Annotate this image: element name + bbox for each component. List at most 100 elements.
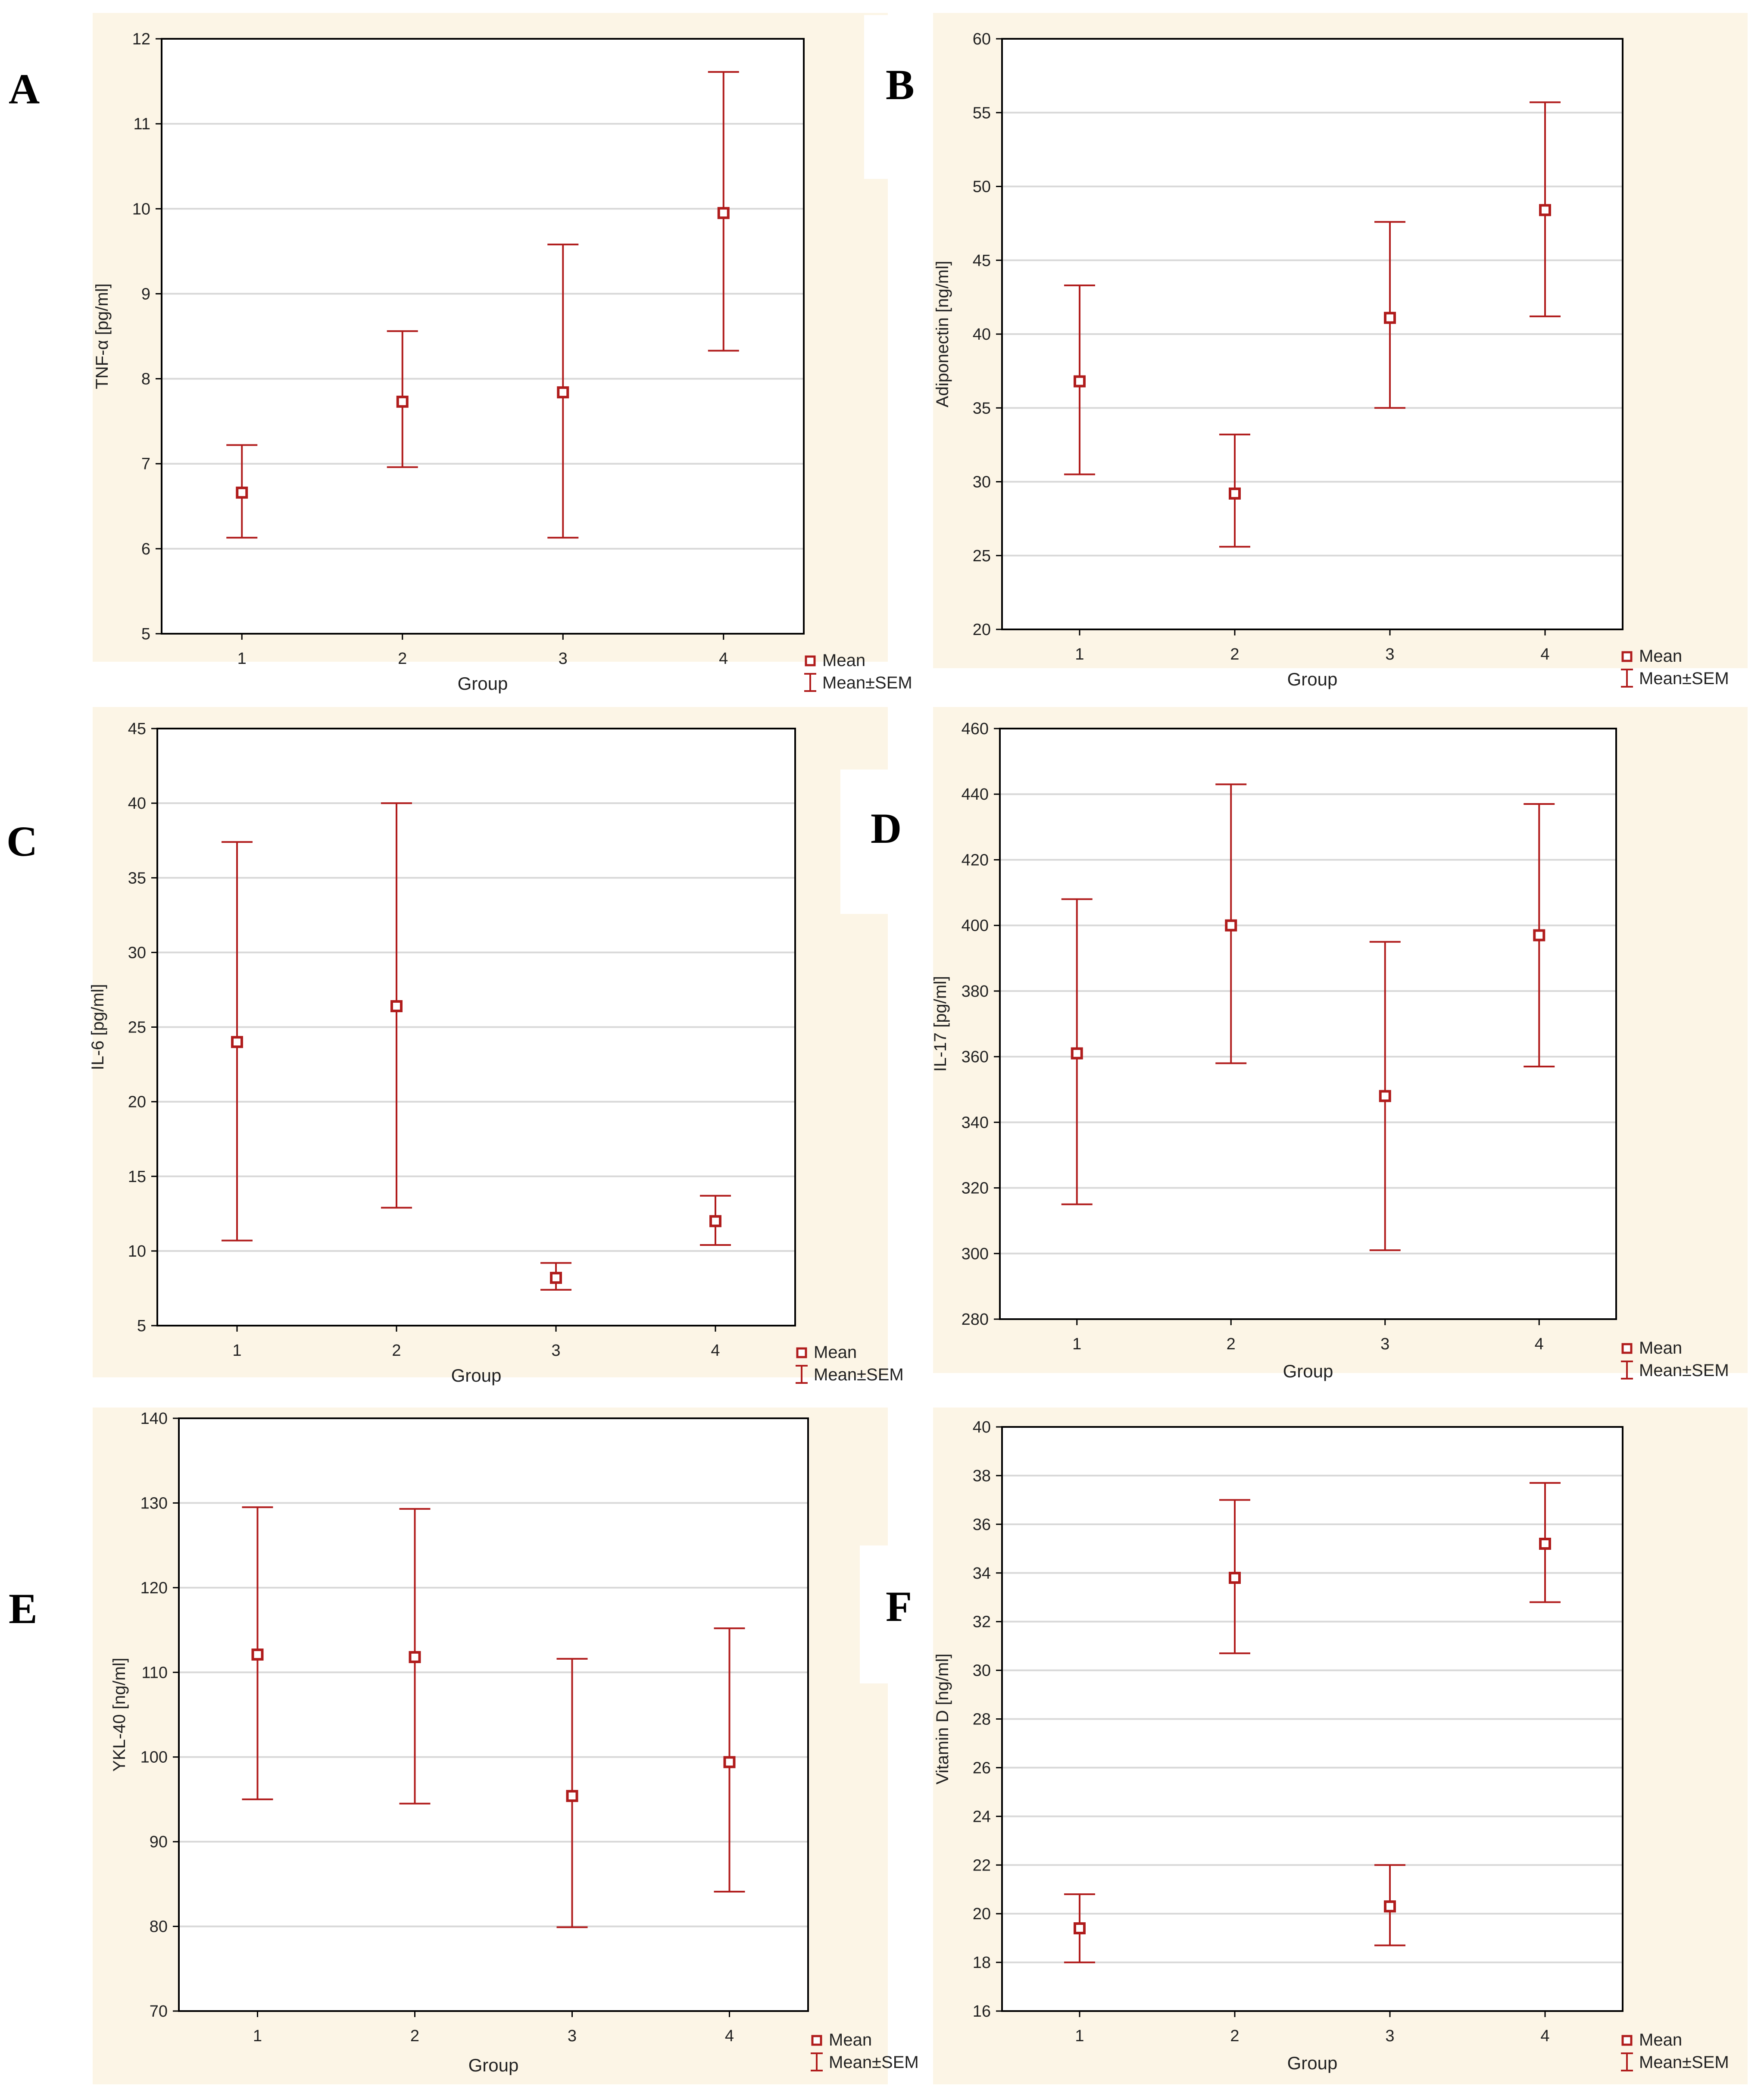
panel-e-mean-point [251, 1649, 264, 1661]
panel-e-y-tick-label: 120 [140, 1579, 168, 1597]
panel-b-x-tick-label: 2 [1230, 645, 1239, 663]
panel-b-y-tick-label: 30 [973, 473, 991, 491]
panel-b-x-tick-label: 1 [1075, 645, 1084, 663]
panel-c-mean-point [709, 1215, 721, 1227]
panel-d-legend-mean-label: Mean [1639, 1339, 1682, 1358]
panel-c-x-tick-label: 3 [551, 1342, 560, 1360]
panel-d-legend-sem-label: Mean±SEM [1639, 1361, 1729, 1380]
panel-d-y-tick-label: 280 [962, 1311, 989, 1329]
panel-a-mean-point [717, 207, 730, 219]
panel-f-letter-backing [860, 1545, 933, 1683]
panel-d-y-tick-label: 460 [962, 720, 989, 738]
panel-b-mean-point [1384, 312, 1396, 324]
panel-f-mean-point [1074, 1922, 1086, 1935]
panel-b-plot-frame [1001, 38, 1624, 630]
panel-f-y-tick-label: 36 [973, 1516, 991, 1534]
panel-b-x-axis-title: Group [1287, 669, 1338, 689]
panel-d-x-tick-label: 3 [1380, 1335, 1389, 1353]
panel-c-y-tick-label: 35 [128, 869, 146, 887]
panel-e-letter: E [9, 1585, 37, 1633]
panel-a-plot-area [162, 39, 804, 634]
panel-e-y-tick-label: 70 [150, 2002, 168, 2021]
panel-d-y-tick-label: 380 [962, 982, 989, 1001]
panel-d-y-tick-label: 340 [962, 1114, 989, 1132]
panel-b-y-tick-label: 20 [973, 621, 991, 639]
panel-c-x-tick-label: 2 [392, 1342, 401, 1360]
panel-c-y-tick-label: 40 [128, 795, 146, 813]
panel-f-y-tick-label: 28 [973, 1711, 991, 1729]
panel-c-y-tick-label: 5 [137, 1317, 146, 1335]
panel-d-mean-point [1533, 929, 1545, 942]
panel-b-y-tick-label: 35 [973, 399, 991, 417]
panel-d-x-tick-label: 2 [1227, 1335, 1236, 1353]
panel-f-mean-point [1229, 1572, 1241, 1584]
panel-c: 5 10 15 20 25 30 35 40 45 1 2 3 4 Group IL-6 [pg/ml] Me… [6, 707, 914, 1386]
panel-d-mean-point [1379, 1090, 1391, 1102]
panel-a-x-tick-label: 2 [398, 650, 407, 668]
panel-c-y-tick-label: 15 [128, 1168, 146, 1186]
panel-a-legend-sem-label: Mean±SEM [822, 673, 912, 692]
panel-f-y-tick-label: 22 [973, 1856, 991, 1874]
panel-c-x-tick-label: 4 [711, 1342, 720, 1360]
panel-d-y-tick-label: 440 [962, 785, 989, 804]
panel-f-mean-point [1384, 1900, 1396, 1913]
panel-c-letter: C [6, 817, 37, 865]
panel-e-x-tick-label: 1 [253, 2027, 262, 2045]
panel-c-legend-mean-label: Mean [814, 1343, 857, 1362]
panel-d-plot-frame [999, 728, 1617, 1320]
panel-e-plot-frame [178, 1417, 809, 2012]
panel-c-mean-point [390, 1000, 403, 1013]
panel-f-y-axis-title: Vitamin D [ng/ml] [933, 1654, 952, 1785]
panel-b-y-tick-label: 40 [973, 325, 991, 344]
panel-c-y-tick-label: 45 [128, 720, 146, 738]
panel-a-y-tick-label: 12 [132, 30, 150, 48]
panel-f-legend-mean-label: Mean [1639, 2030, 1682, 2049]
panel-c-legend-mean-icon [796, 1347, 807, 1358]
panel-c-x-axis-title: Group [451, 1365, 502, 1386]
panel-c-y-tick-label: 20 [128, 1093, 146, 1111]
panel-e-mean-point [566, 1790, 578, 1802]
panel-c-letter-backing [840, 770, 914, 914]
panel-f-legend-mean-icon [1621, 2035, 1633, 2046]
panel-b-y-tick-label: 25 [973, 547, 991, 565]
panel-b-y-tick-label: 45 [973, 252, 991, 270]
panel-b-x-tick-label: 4 [1540, 645, 1549, 663]
panel-e-y-tick-label: 110 [141, 1664, 168, 1682]
panel-f-x-tick-label: 4 [1540, 2027, 1549, 2045]
panel-f-y-tick-label: 26 [973, 1759, 991, 1777]
panel-f-plot-frame [1001, 1426, 1624, 2012]
panel-b-y-tick-label: 50 [973, 178, 991, 196]
panel-f-y-tick-label: 34 [973, 1564, 991, 1583]
panel-e-y-axis-title: YKL-40 [ng/ml] [110, 1658, 129, 1772]
panel-a-y-tick-label: 10 [132, 200, 150, 218]
panel-b-legend-mean-icon [1621, 651, 1633, 662]
panel-a-mean-point [236, 486, 248, 499]
panel-a-y-tick-label: 11 [134, 115, 150, 133]
panel-f-x-tick-label: 1 [1075, 2027, 1084, 2045]
panel-e-legend: Mean Mean±SEM [811, 2030, 919, 2072]
panel-f-x-tick-label: 3 [1385, 2027, 1394, 2045]
panel-d-y-axis-title: IL-17 [pg/ml] [931, 976, 950, 1072]
panel-b-mean-point [1539, 204, 1551, 216]
panel-e-y-tick-label: 130 [140, 1494, 168, 1512]
panel-c-y-tick-label: 25 [128, 1019, 146, 1037]
panel-d-x-tick-label: 1 [1072, 1335, 1081, 1353]
panel-a-x-tick-label: 3 [559, 650, 568, 668]
panel-a-legend-mean-label: Mean [822, 651, 865, 670]
panel-c-legend-sem-label: Mean±SEM [814, 1365, 904, 1384]
panel-a-y-tick-label: 9 [141, 285, 150, 303]
panel-a-mean-point [557, 386, 569, 399]
panel-d-y-tick-label: 320 [962, 1179, 989, 1198]
panel-c-mean-point [550, 1272, 562, 1284]
panel-b-legend-mean-label: Mean [1639, 647, 1682, 666]
panel-e-legend-sem-label: Mean±SEM [829, 2053, 919, 2072]
panel-a-y-tick-label: 8 [141, 370, 150, 388]
panel-a-y-axis-title: TNF-α [pg/ml] [93, 283, 112, 389]
panel-e-y-tick-label: 80 [150, 1918, 168, 1936]
panel-f-y-tick-label: 32 [973, 1613, 991, 1631]
panel-d-y-tick-label: 420 [962, 851, 989, 869]
panel-b-letter-backing [864, 15, 933, 179]
panel-e: 70 80 90 100 110 120 130 140 1 2 3 4 Group YKL-40 [ng… [9, 1408, 919, 2084]
